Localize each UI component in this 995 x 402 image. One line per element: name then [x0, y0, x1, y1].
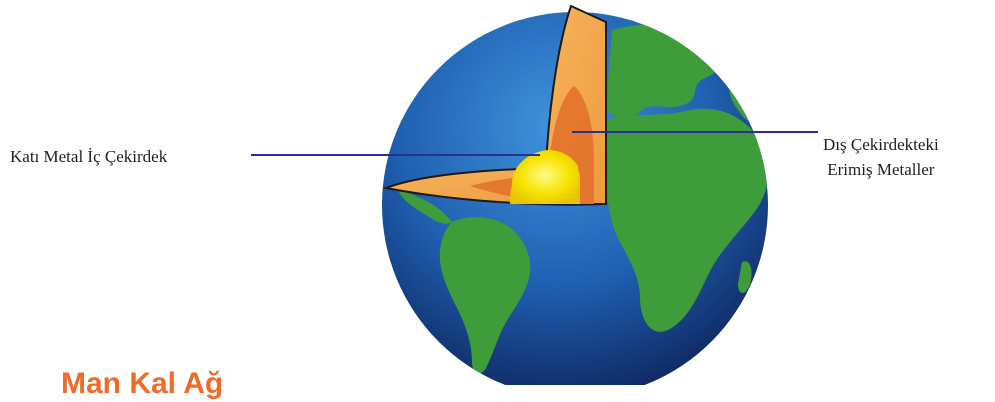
continent-central-america: [398, 190, 452, 224]
section-title: Man Kal Ağ: [61, 367, 224, 400]
globe: [382, 4, 768, 385]
island-madagascar: [738, 261, 752, 293]
label-inner-core: Katı Metal İç Çekirdek: [10, 147, 168, 166]
continent-africa: [606, 108, 768, 332]
inner-core-glow: [509, 152, 580, 204]
continent-south-america: [439, 217, 531, 374]
earth-layers-diagram: [251, 4, 818, 385]
label-outer-core-line1: Dış Çekirdekteki: [823, 135, 939, 154]
label-outer-core: Dış Çekirdekteki Erimiş Metaller: [823, 132, 939, 182]
label-outer-core-line2: Erimiş Metaller: [827, 160, 935, 179]
